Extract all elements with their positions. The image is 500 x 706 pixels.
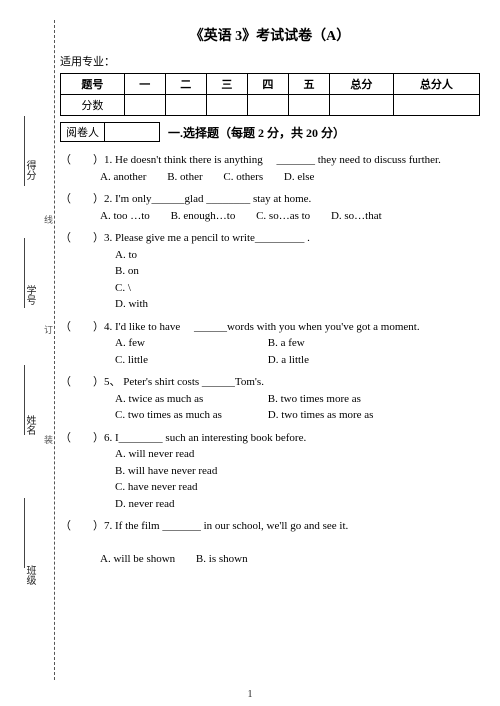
opt: D. a little bbox=[268, 352, 418, 369]
exam-title: 《英语 3》考试试卷（A） bbox=[60, 25, 480, 45]
opt: C. so…as to bbox=[256, 208, 310, 225]
q3-opt-b: B. on bbox=[60, 263, 480, 280]
opt: B. two times more as bbox=[268, 391, 418, 408]
reviewer-label: 阅卷人 bbox=[60, 122, 105, 142]
q1-opts: A. another B. other C. others D. else bbox=[60, 169, 480, 186]
td-blank bbox=[247, 95, 288, 116]
q3-stem: （ ）3. Please give me a pencil to write__… bbox=[60, 230, 480, 247]
q5-stem: （ ）5、 Peter's shirt costs ______Tom's. bbox=[60, 374, 480, 391]
td-blank bbox=[165, 95, 206, 116]
opt: A. another bbox=[100, 169, 146, 186]
opt: A. twice as much as bbox=[115, 391, 265, 408]
th: 总分人 bbox=[393, 74, 479, 95]
reviewer-row: 阅卷人 一.选择题（每题 2 分，共 20 分） bbox=[60, 122, 480, 142]
opt: A. too …to bbox=[100, 208, 150, 225]
th: 题号 bbox=[61, 74, 125, 95]
opt: B. a few bbox=[268, 335, 418, 352]
table-row: 分数 bbox=[61, 95, 480, 116]
q2-opts: A. too …to B. enough…to C. so…as to D. s… bbox=[60, 208, 480, 225]
q6-opt-d: D. never read bbox=[60, 496, 480, 513]
q5-opts-ab: A. twice as much as B. two times more as bbox=[60, 391, 480, 408]
q6-opt-c: C. have never read bbox=[60, 479, 480, 496]
margin-dash-pack: 装 bbox=[42, 435, 55, 444]
opt: A. few bbox=[115, 335, 265, 352]
opt: B. enough…to bbox=[171, 208, 236, 225]
q6-stem: （ ）6. I________ such an interesting book… bbox=[60, 430, 480, 447]
opt: C. others bbox=[223, 169, 263, 186]
section-title: 一.选择题（每题 2 分，共 20 分） bbox=[168, 124, 345, 141]
margin-dash-bind: 订 bbox=[42, 325, 55, 334]
q5-opts-cd: C. two times as much as D. two times as … bbox=[60, 407, 480, 424]
margin-line bbox=[24, 365, 25, 435]
q6-opt-a: A. will never read bbox=[60, 446, 480, 463]
table-row: 题号 一 二 三 四 五 总分 总分人 bbox=[61, 74, 480, 95]
q7-stem: （ ）7. If the film _______ in our school,… bbox=[60, 518, 480, 535]
th: 总分 bbox=[330, 74, 394, 95]
opt: C. two times as much as bbox=[115, 407, 265, 424]
td-blank bbox=[124, 95, 165, 116]
opt: D. two times as more as bbox=[268, 407, 418, 424]
question-6: （ ）6. I________ such an interesting book… bbox=[60, 430, 480, 513]
opt: A. will be shown bbox=[100, 551, 175, 568]
td-blank bbox=[393, 95, 479, 116]
td-label: 分数 bbox=[61, 95, 125, 116]
q6-opt-b: B. will have never read bbox=[60, 463, 480, 480]
th: 二 bbox=[165, 74, 206, 95]
q3-opt-a: A. to bbox=[60, 247, 480, 264]
td-blank bbox=[206, 95, 247, 116]
question-5: （ ）5、 Peter's shirt costs ______Tom's. A… bbox=[60, 374, 480, 424]
opt: B. other bbox=[167, 169, 202, 186]
margin-dash-line: 线 bbox=[42, 215, 55, 224]
question-4: （ ）4. I'd like to have ______words with … bbox=[60, 319, 480, 369]
margin-label-class: 班级 bbox=[22, 565, 37, 585]
question-3: （ ）3. Please give me a pencil to write__… bbox=[60, 230, 480, 313]
question-7: （ ）7. If the film _______ in our school,… bbox=[60, 518, 480, 568]
question-1: （ ）1. He doesn't think there is anything… bbox=[60, 152, 480, 185]
score-table: 题号 一 二 三 四 五 总分 总分人 分数 bbox=[60, 73, 480, 116]
q3-opt-d: D. with bbox=[60, 296, 480, 313]
td-blank bbox=[288, 95, 329, 116]
binding-margin: 得分 线 学号 订 姓名 装 班级 bbox=[20, 20, 55, 680]
margin-line bbox=[24, 116, 25, 186]
opt: C. little bbox=[115, 352, 265, 369]
major-label: 适用专业： bbox=[60, 53, 480, 69]
q3-opt-c: C. \ bbox=[60, 280, 480, 297]
opt: D. so…that bbox=[331, 208, 382, 225]
th: 五 bbox=[288, 74, 329, 95]
th: 四 bbox=[247, 74, 288, 95]
th: 三 bbox=[206, 74, 247, 95]
margin-line bbox=[24, 498, 25, 568]
q1-stem: （ ）1. He doesn't think there is anything… bbox=[60, 152, 480, 169]
exam-body: 《英语 3》考试试卷（A） 适用专业： 题号 一 二 三 四 五 总分 总分人 … bbox=[60, 25, 480, 574]
page-number: 1 bbox=[0, 689, 500, 700]
q7-opts: A. will be shown B. is shown bbox=[60, 551, 480, 568]
q2-stem: （ ）2. I'm only______glad ________ stay a… bbox=[60, 191, 480, 208]
opt: D. else bbox=[284, 169, 315, 186]
th: 一 bbox=[124, 74, 165, 95]
td-blank bbox=[330, 95, 394, 116]
q4-stem: （ ）4. I'd like to have ______words with … bbox=[60, 319, 480, 336]
q4-opts-ab: A. few B. a few bbox=[60, 335, 480, 352]
q4-opts-cd: C. little D. a little bbox=[60, 352, 480, 369]
reviewer-blank bbox=[105, 122, 160, 142]
margin-line bbox=[24, 238, 25, 308]
question-2: （ ）2. I'm only______glad ________ stay a… bbox=[60, 191, 480, 224]
opt: B. is shown bbox=[196, 551, 248, 568]
